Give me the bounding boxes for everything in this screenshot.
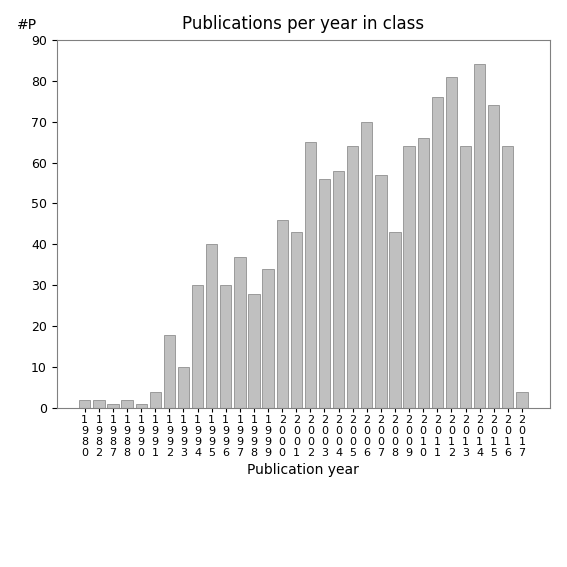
- Bar: [263, 269, 274, 408]
- Bar: [121, 400, 133, 408]
- Bar: [79, 400, 90, 408]
- Bar: [277, 220, 288, 408]
- Title: Publications per year in class: Publications per year in class: [182, 15, 425, 32]
- Bar: [136, 404, 147, 408]
- Bar: [304, 142, 316, 408]
- Text: #P: #P: [17, 18, 37, 32]
- Bar: [192, 285, 203, 408]
- Bar: [107, 404, 119, 408]
- Bar: [178, 367, 189, 408]
- Bar: [390, 232, 401, 408]
- Bar: [248, 294, 260, 408]
- Bar: [375, 175, 387, 408]
- Bar: [474, 64, 485, 408]
- Bar: [220, 285, 231, 408]
- Bar: [361, 121, 373, 408]
- Bar: [517, 392, 527, 408]
- Bar: [234, 257, 246, 408]
- Bar: [291, 232, 302, 408]
- Bar: [333, 171, 344, 408]
- Bar: [93, 400, 104, 408]
- Bar: [417, 138, 429, 408]
- Bar: [319, 179, 330, 408]
- Bar: [446, 77, 457, 408]
- Bar: [488, 105, 500, 408]
- Bar: [460, 146, 471, 408]
- Bar: [150, 392, 161, 408]
- Bar: [347, 146, 358, 408]
- Bar: [164, 335, 175, 408]
- X-axis label: Publication year: Publication year: [247, 463, 359, 477]
- Bar: [404, 146, 414, 408]
- Bar: [502, 146, 514, 408]
- Bar: [206, 244, 217, 408]
- Bar: [431, 97, 443, 408]
